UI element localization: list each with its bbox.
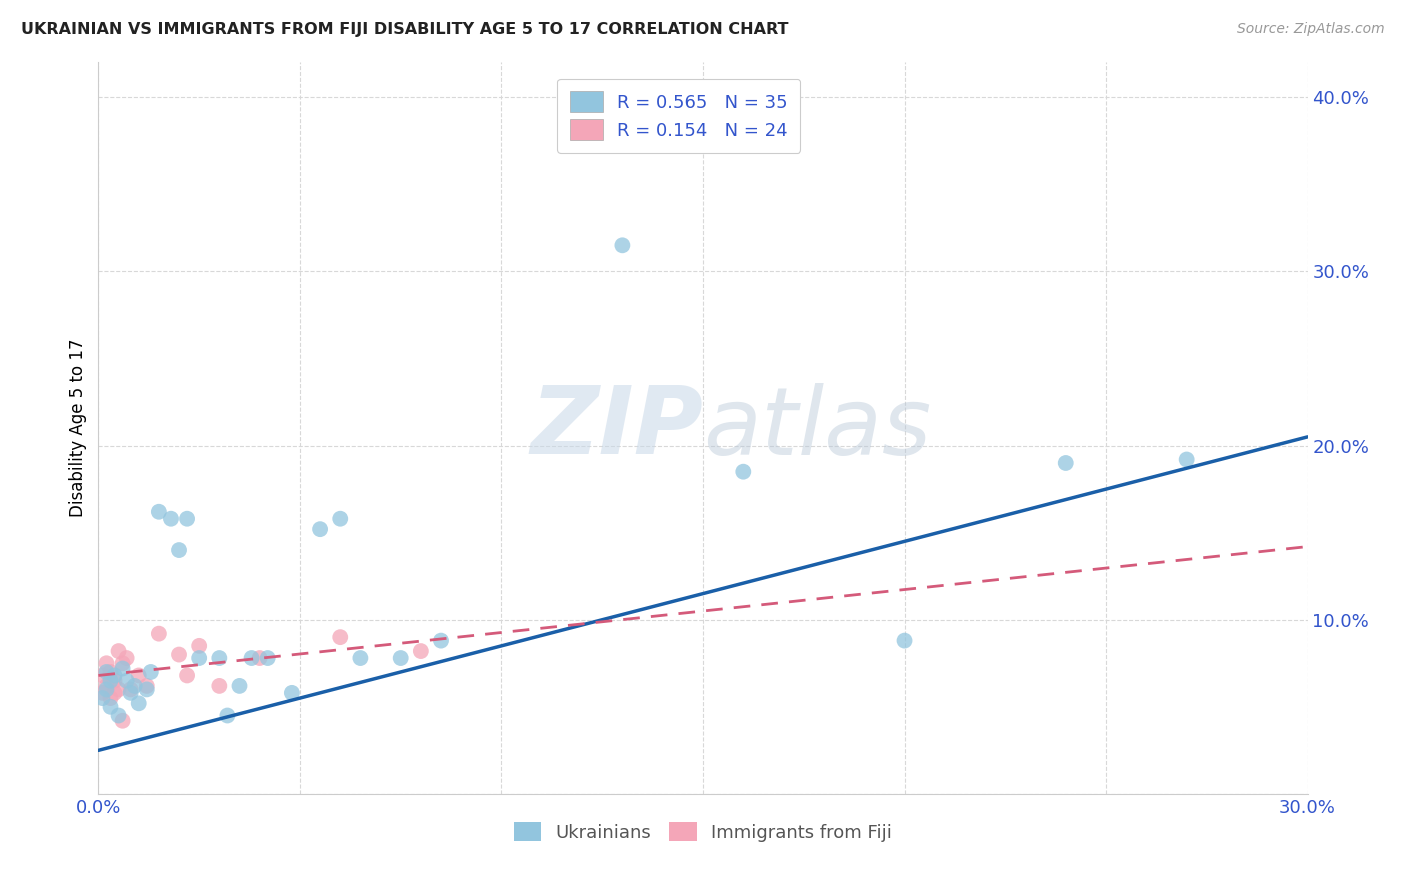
Point — [893, 633, 915, 648]
Point — [135, 682, 157, 697]
Point — [188, 639, 211, 653]
Point — [107, 708, 129, 723]
Point — [111, 657, 134, 671]
Point — [100, 673, 122, 688]
Point — [176, 668, 198, 682]
Point — [107, 644, 129, 658]
Point — [430, 633, 453, 648]
Point — [139, 665, 162, 679]
Point — [91, 668, 114, 682]
Point — [96, 665, 118, 679]
Point — [100, 665, 122, 679]
Text: UKRAINIAN VS IMMIGRANTS FROM FIJI DISABILITY AGE 5 TO 17 CORRELATION CHART: UKRAINIAN VS IMMIGRANTS FROM FIJI DISABI… — [21, 22, 789, 37]
Point — [228, 679, 250, 693]
Point — [100, 699, 122, 714]
Point — [256, 651, 278, 665]
Point — [612, 238, 634, 252]
Point — [1175, 452, 1198, 467]
Point — [120, 686, 142, 700]
Point — [103, 673, 125, 688]
Point — [733, 465, 755, 479]
Point — [176, 512, 198, 526]
Point — [115, 673, 138, 688]
Point — [135, 679, 157, 693]
Point — [91, 686, 114, 700]
Point — [167, 543, 190, 558]
Point — [148, 626, 170, 640]
Text: ZIP: ZIP — [530, 382, 703, 475]
Point — [188, 651, 211, 665]
Y-axis label: Disability Age 5 to 17: Disability Age 5 to 17 — [69, 339, 87, 517]
Point — [100, 691, 122, 706]
Point — [124, 679, 146, 693]
Point — [120, 682, 142, 697]
Point — [208, 679, 231, 693]
Text: Source: ZipAtlas.com: Source: ZipAtlas.com — [1237, 22, 1385, 37]
Point — [115, 651, 138, 665]
Point — [107, 682, 129, 697]
Point — [96, 682, 118, 697]
Point — [111, 661, 134, 675]
Point — [103, 686, 125, 700]
Point — [409, 644, 432, 658]
Point — [128, 668, 150, 682]
Point — [281, 686, 304, 700]
Point — [249, 651, 271, 665]
Point — [240, 651, 263, 665]
Point — [103, 668, 125, 682]
Point — [329, 630, 352, 644]
Point — [329, 512, 352, 526]
Point — [91, 691, 114, 706]
Point — [96, 679, 118, 693]
Point — [96, 657, 118, 671]
Point — [148, 505, 170, 519]
Point — [111, 714, 134, 728]
Point — [160, 512, 183, 526]
Legend: Ukrainians, Immigrants from Fiji: Ukrainians, Immigrants from Fiji — [505, 814, 901, 851]
Point — [217, 708, 239, 723]
Point — [128, 696, 150, 710]
Point — [349, 651, 371, 665]
Point — [208, 651, 231, 665]
Point — [167, 648, 190, 662]
Point — [1054, 456, 1077, 470]
Text: atlas: atlas — [703, 383, 931, 474]
Point — [309, 522, 332, 536]
Point — [389, 651, 412, 665]
